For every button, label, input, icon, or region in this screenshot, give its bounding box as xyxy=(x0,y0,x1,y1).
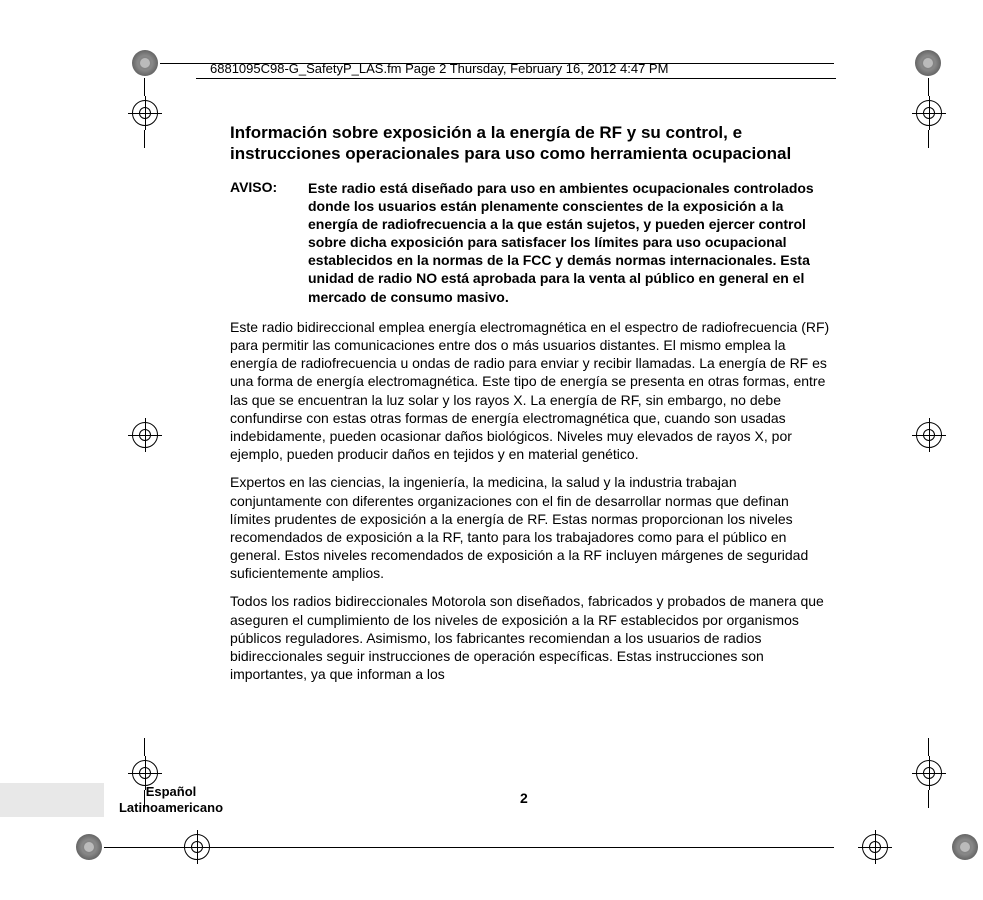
running-head: 6881095C98-G_SafetyP_LAS.fm Page 2 Thurs… xyxy=(210,61,668,76)
crop-vline-upper-left2 xyxy=(144,130,145,148)
crop-mark-bottom-far-left xyxy=(76,834,102,860)
aviso-text: Este radio está diseñado para uso en amb… xyxy=(308,179,830,306)
crop-vline-lower-left xyxy=(144,738,145,756)
header-underline xyxy=(196,78,836,79)
footer-language-line1: Español xyxy=(146,784,197,799)
body-paragraph-3: Todos los radios bidireccionales Motorol… xyxy=(230,592,830,683)
crop-vline-lower-right2 xyxy=(928,790,929,808)
footer-language-bar xyxy=(0,783,104,817)
registration-mark-upper-right xyxy=(912,96,946,130)
crop-mark-bottom-far-right xyxy=(952,834,978,860)
aviso-block: AVISO: Este radio está diseñado para uso… xyxy=(230,179,830,306)
aviso-label: AVISO: xyxy=(230,179,308,306)
crop-mark-top-right xyxy=(915,50,941,76)
registration-mark-lower-right xyxy=(912,756,946,790)
crop-vline-lower-right xyxy=(928,738,929,756)
body-paragraph-1: Este radio bidireccional emplea energía … xyxy=(230,318,830,464)
registration-mark-bottom-right xyxy=(858,830,892,864)
page-title: Información sobre exposición a la energí… xyxy=(230,122,830,165)
crop-mark-top-left xyxy=(132,50,158,76)
crop-vline-upper-right2 xyxy=(928,130,929,148)
crop-line-bottom xyxy=(104,847,834,848)
body-paragraph-2: Expertos en las ciencias, la ingeniería,… xyxy=(230,473,830,582)
footer-language: Español Latinoamericano xyxy=(106,784,236,817)
crop-vline-upper-left xyxy=(144,78,145,96)
page-number: 2 xyxy=(520,790,528,806)
crop-vline-upper-right xyxy=(928,78,929,96)
footer-language-line2: Latinoamericano xyxy=(119,800,223,815)
page-content: Información sobre exposición a la energí… xyxy=(230,122,830,693)
registration-mark-mid-right xyxy=(912,418,946,452)
registration-mark-mid-left xyxy=(128,418,162,452)
registration-mark-upper-left xyxy=(128,96,162,130)
